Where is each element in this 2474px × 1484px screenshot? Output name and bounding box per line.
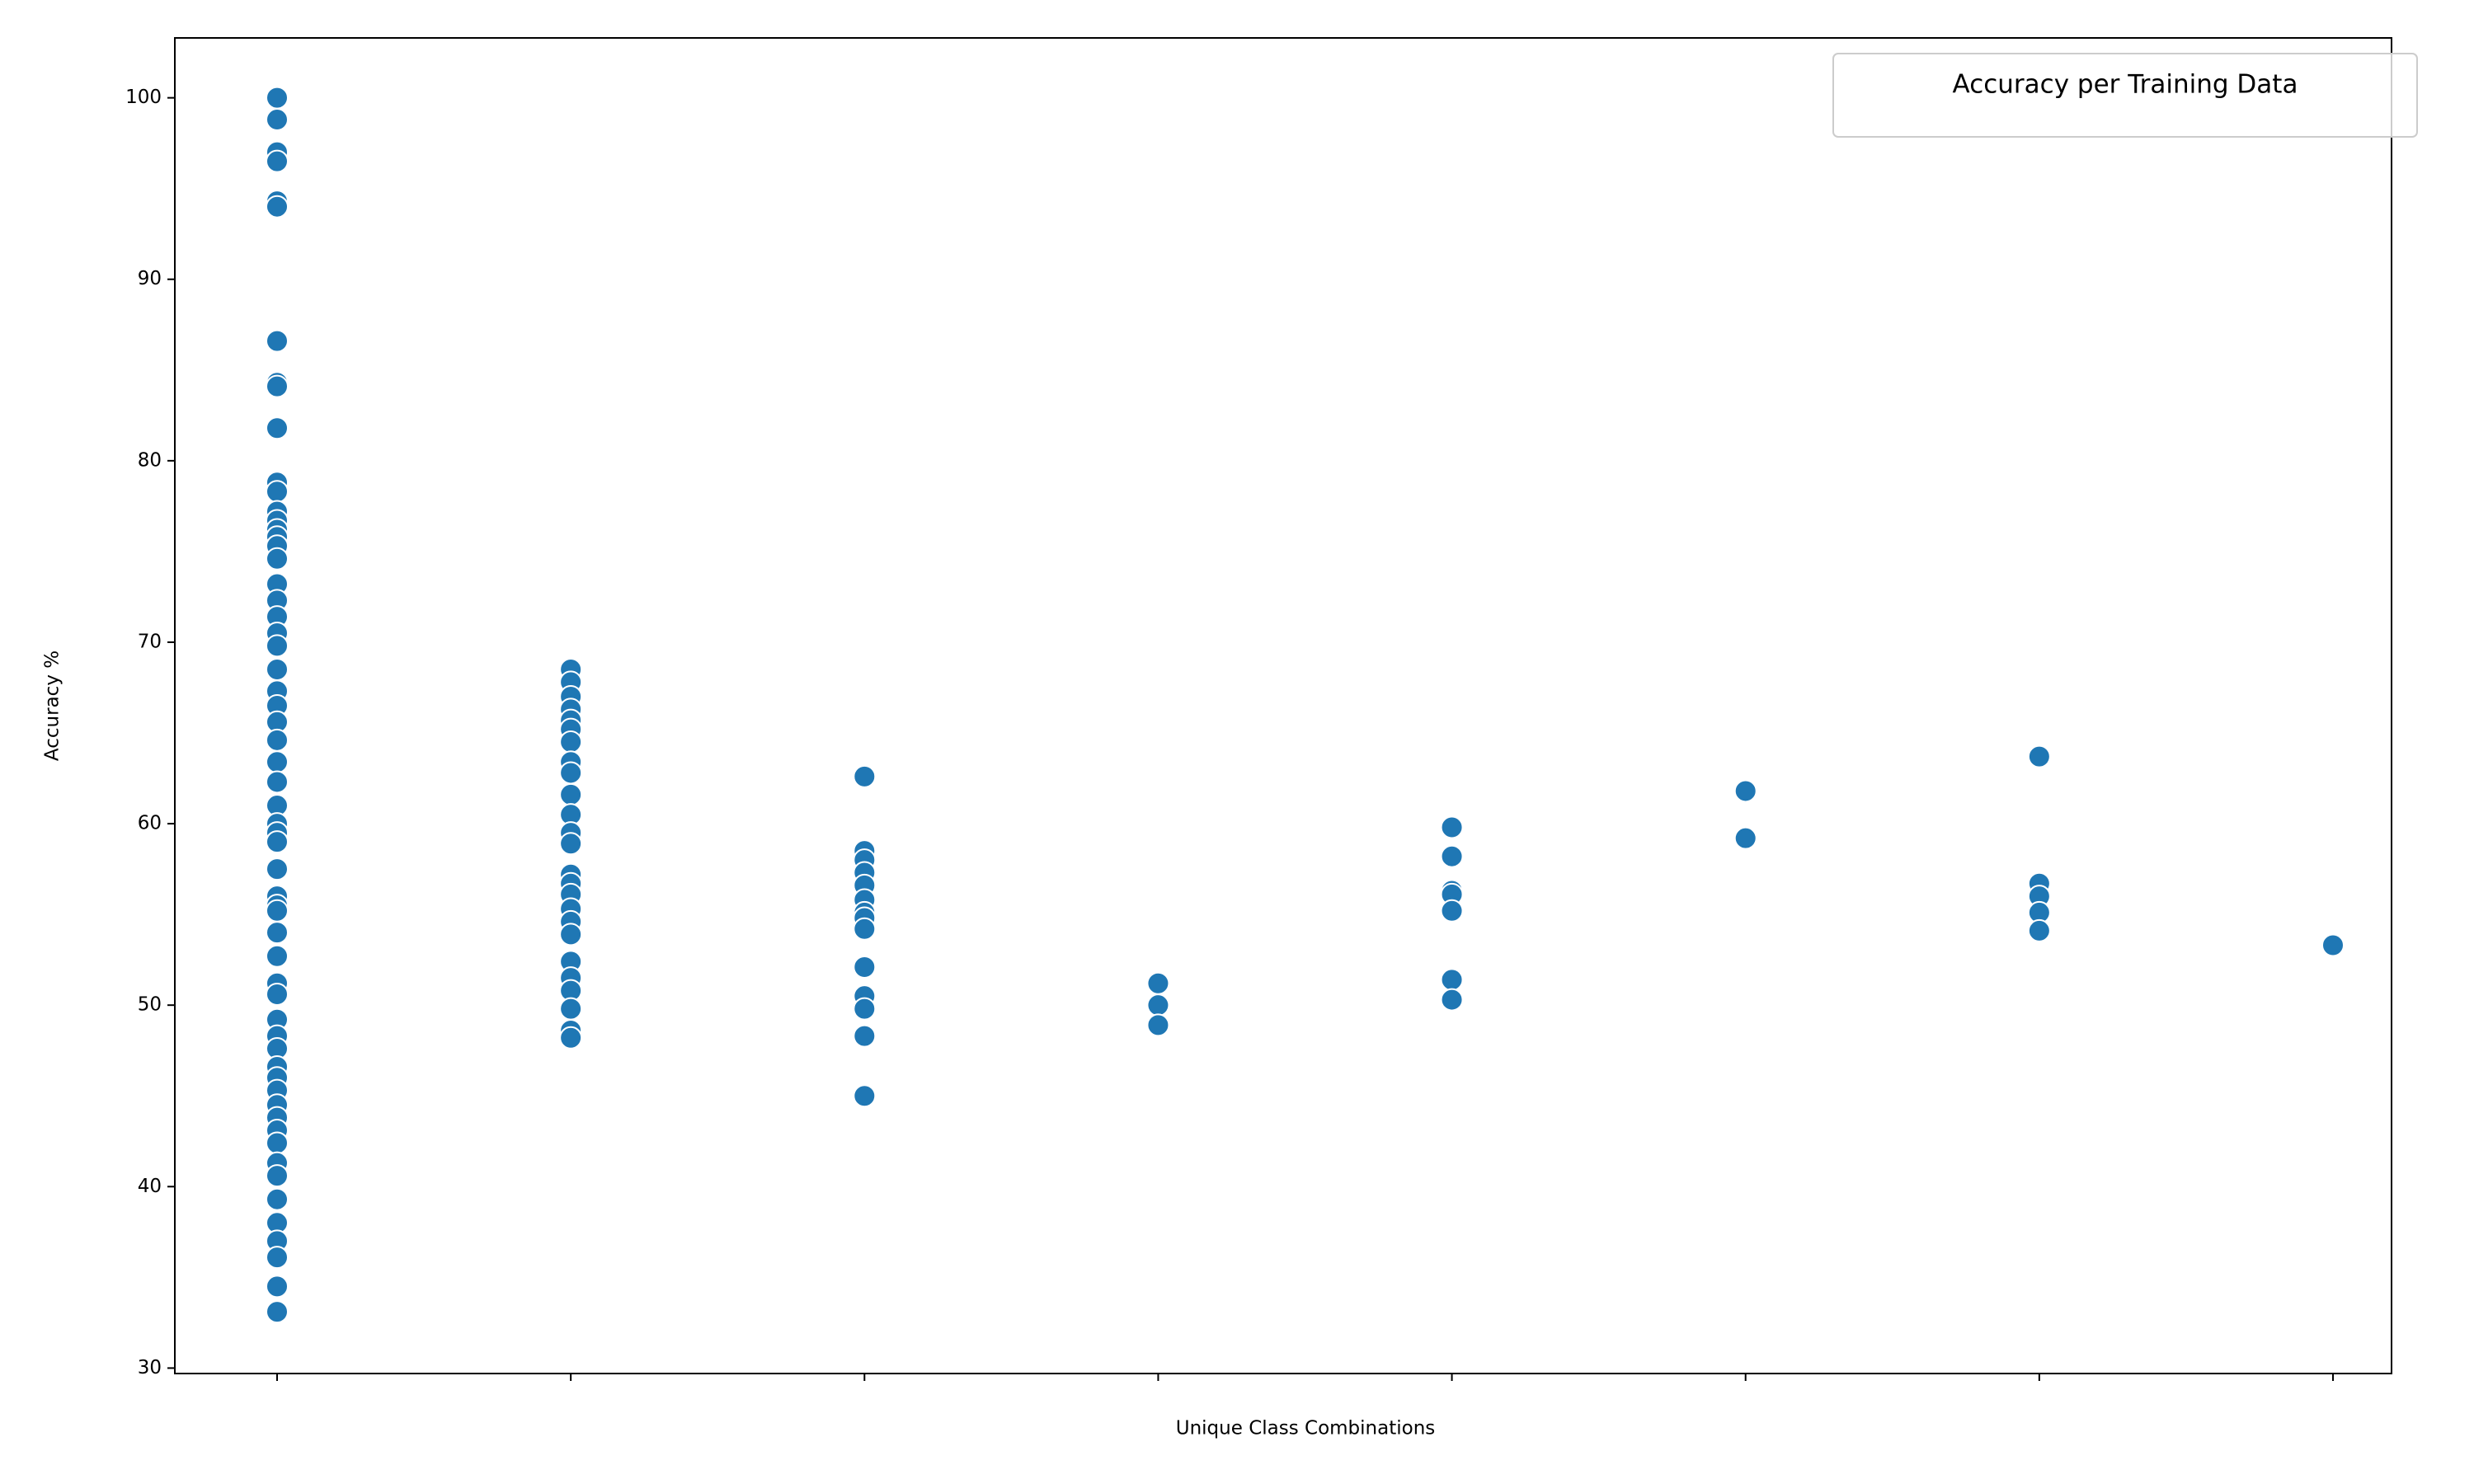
point xyxy=(266,1131,289,1155)
point xyxy=(266,547,289,571)
point xyxy=(853,764,877,788)
point xyxy=(266,728,289,752)
y-axis-label: Accuracy % xyxy=(42,650,63,761)
point xyxy=(266,830,289,854)
point xyxy=(853,917,877,941)
point xyxy=(266,750,289,774)
point xyxy=(853,997,877,1021)
point xyxy=(266,108,289,132)
point xyxy=(1440,899,1464,923)
point xyxy=(559,832,583,856)
point xyxy=(853,1084,877,1108)
point xyxy=(266,1275,289,1298)
point xyxy=(559,923,583,946)
point xyxy=(266,770,289,794)
point xyxy=(266,480,289,504)
point xyxy=(266,657,289,681)
point xyxy=(1146,971,1170,995)
point xyxy=(266,1300,289,1324)
legend-box xyxy=(1832,53,2418,138)
point xyxy=(266,195,289,218)
point xyxy=(266,899,289,923)
point xyxy=(266,634,289,658)
y-tick-label: 60 xyxy=(138,813,162,834)
point xyxy=(266,86,289,110)
point xyxy=(266,944,289,968)
y-tick-label: 50 xyxy=(138,994,162,1016)
point xyxy=(1440,988,1464,1012)
point xyxy=(266,1164,289,1188)
point xyxy=(2321,933,2345,957)
plot-frame xyxy=(174,37,2392,1374)
point xyxy=(853,1024,877,1048)
point xyxy=(266,149,289,173)
y-tick-label: 40 xyxy=(138,1176,162,1197)
point xyxy=(1146,993,1170,1017)
point xyxy=(266,416,289,440)
point xyxy=(266,329,289,353)
point xyxy=(1733,779,1757,803)
point xyxy=(1146,1013,1170,1037)
y-tick-label: 70 xyxy=(138,631,162,652)
point xyxy=(2027,918,2051,942)
point xyxy=(266,374,289,398)
y-tick-label: 90 xyxy=(138,268,162,289)
point xyxy=(853,955,877,979)
point xyxy=(266,1187,289,1211)
point xyxy=(2027,744,2051,768)
point xyxy=(1440,968,1464,992)
point xyxy=(559,782,583,806)
x-axis-label: Unique Class Combinations xyxy=(1176,1418,1436,1439)
point xyxy=(559,761,583,785)
legend-title: Accuracy per Training Data xyxy=(1953,70,2298,100)
point xyxy=(559,1026,583,1050)
point xyxy=(266,921,289,945)
point xyxy=(559,997,583,1021)
y-tick-label: 30 xyxy=(138,1357,162,1378)
point xyxy=(1440,815,1464,839)
y-tick-label: 100 xyxy=(125,87,162,108)
point xyxy=(266,857,289,881)
point xyxy=(559,730,583,754)
point xyxy=(266,982,289,1006)
point xyxy=(1440,844,1464,868)
point xyxy=(1733,826,1757,850)
y-tick-label: 80 xyxy=(138,449,162,471)
point xyxy=(266,1246,289,1270)
